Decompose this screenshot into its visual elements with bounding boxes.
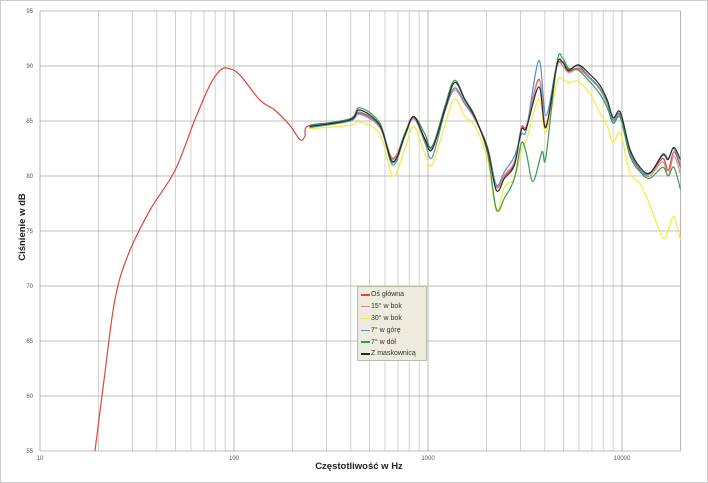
legend-item: 7° w dół	[361, 336, 423, 348]
legend-swatch	[361, 317, 370, 320]
x-tick-label: 10000	[614, 456, 631, 462]
y-tick-label: 65	[26, 339, 33, 345]
legend-item: Oś główna	[361, 289, 423, 301]
y-tick-label: 75	[26, 229, 33, 235]
legend-item: 15° w bok	[361, 301, 423, 313]
y-tick-label: 90	[26, 64, 33, 70]
x-tick-label: 10	[37, 456, 44, 462]
legend-label: 7° w górę	[371, 326, 401, 334]
y-tick-label: 60	[26, 394, 33, 400]
x-axis-title: Częstotliwość w Hz	[315, 461, 403, 472]
legend-item: 7° w górę	[361, 324, 423, 336]
y-tick-label: 80	[26, 174, 33, 180]
y-tick-label: 70	[26, 284, 33, 290]
y-tick-label: 95	[26, 9, 33, 15]
legend-swatch	[361, 294, 370, 296]
legend: Oś główna 15° w bok 30° w bok 7° w górę 7° w…	[357, 286, 427, 361]
legend-label: 7° w dół	[371, 338, 396, 346]
legend-swatch	[361, 305, 370, 308]
y-axis-title: Ciśnienie w dB	[17, 193, 28, 261]
y-tick-label: 55	[26, 449, 33, 455]
legend-label: Z maskownicą	[371, 350, 416, 358]
legend-item: 30° w bok	[361, 313, 423, 325]
legend-label: 30° w bok	[371, 314, 402, 322]
series-line-5	[309, 58, 681, 192]
y-tick-label: 85	[26, 119, 33, 125]
legend-label: Oś główna	[371, 291, 405, 299]
legend-swatch	[361, 329, 370, 332]
x-tick-label: 1000	[421, 456, 435, 462]
legend-swatch	[361, 353, 370, 355]
legend-label: 15° w bok	[371, 303, 402, 311]
legend-swatch	[361, 341, 370, 343]
series-line-2	[309, 76, 681, 240]
x-tick-label: 100	[229, 456, 240, 462]
legend-item: Z maskownicą	[361, 348, 423, 360]
